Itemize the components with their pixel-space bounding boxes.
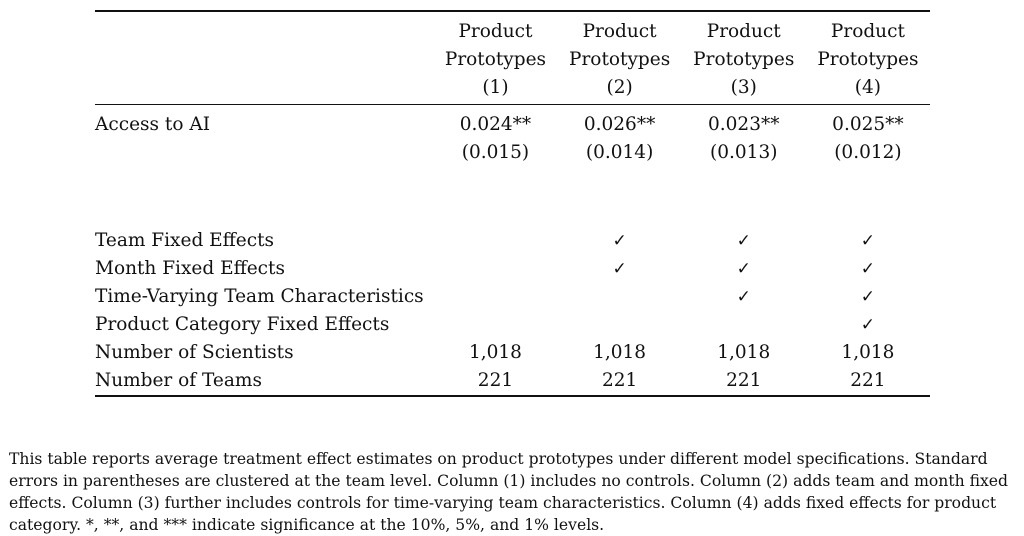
bottom-rule bbox=[95, 395, 930, 398]
column-number: (4) bbox=[854, 77, 882, 98]
table-row: (0.015) (0.014) (0.013) (0.012) bbox=[95, 139, 930, 167]
table-cell: 221 bbox=[850, 370, 886, 391]
coefficient-estimate: 0.024** bbox=[459, 114, 532, 135]
table-cell: 221 bbox=[726, 370, 762, 391]
table-cell: 1,018 bbox=[717, 342, 771, 363]
row-label-blank bbox=[95, 139, 433, 167]
column-header-line1: Product bbox=[458, 21, 533, 42]
checkmark-icon: ✓ bbox=[860, 259, 876, 279]
regression-table-container: Product Prototypes (1) Product Prototype… bbox=[95, 10, 930, 398]
checkmark-icon bbox=[558, 283, 682, 311]
table-row: Time-Varying Team Characteristics ✓ ✓ bbox=[95, 283, 930, 311]
checkmark-icon bbox=[433, 311, 557, 339]
table-cell: 1,018 bbox=[468, 342, 522, 363]
checkmark-icon: ✓ bbox=[736, 231, 751, 251]
column-header-line2: Prototypes bbox=[817, 49, 919, 70]
table-cell: 1,018 bbox=[593, 342, 647, 363]
standard-error: (0.012) bbox=[834, 142, 902, 163]
table-row: Product Category Fixed Effects ✓ bbox=[95, 311, 930, 339]
table-row: Number of Teams 221 221 221 221 bbox=[95, 367, 930, 396]
table-cell: 221 bbox=[601, 370, 638, 391]
coefficient-estimate: 0.023** bbox=[708, 114, 780, 135]
column-number: (3) bbox=[730, 77, 757, 98]
row-label: Access to AI bbox=[95, 114, 211, 135]
column-header-row: Product Prototypes (1) Product Prototype… bbox=[95, 12, 930, 105]
column-header-line1: Product bbox=[706, 21, 781, 42]
standard-error: (0.013) bbox=[710, 142, 778, 163]
table-cell: 221 bbox=[477, 370, 514, 391]
coefficient-estimate: 0.026** bbox=[583, 114, 656, 135]
table-row: Team Fixed Effects ✓ ✓ ✓ bbox=[95, 227, 930, 255]
table-note: This table reports average treatment eff… bbox=[9, 449, 1008, 534]
column-header: Product Prototypes (4) bbox=[806, 12, 930, 105]
checkmark-icon bbox=[558, 311, 682, 339]
checkmark-icon: ✓ bbox=[860, 231, 876, 251]
table-spacer bbox=[95, 167, 930, 227]
column-header-line2: Prototypes bbox=[569, 49, 671, 70]
column-header-line1: Product bbox=[582, 21, 657, 42]
column-header-line1: Product bbox=[830, 21, 905, 42]
checkmark-icon bbox=[433, 283, 557, 311]
row-label: Time-Varying Team Characteristics bbox=[95, 286, 424, 307]
row-label: Number of Scientists bbox=[95, 342, 294, 363]
row-label: Number of Teams bbox=[95, 370, 262, 391]
column-header: Product Prototypes (2) bbox=[558, 12, 682, 105]
coefficient-estimate: 0.025** bbox=[832, 114, 904, 135]
table-row: Access to AI 0.024** 0.026** 0.023** 0.0… bbox=[95, 105, 930, 139]
row-label: Team Fixed Effects bbox=[95, 230, 275, 251]
header-blank-cell bbox=[95, 12, 433, 105]
row-label: Product Category Fixed Effects bbox=[95, 314, 390, 335]
row-label: Month Fixed Effects bbox=[95, 258, 285, 279]
column-header-line2: Prototypes bbox=[444, 49, 547, 70]
regression-table: Product Prototypes (1) Product Prototype… bbox=[95, 10, 930, 398]
table-cell: 1,018 bbox=[841, 342, 895, 363]
checkmark-icon bbox=[433, 255, 557, 283]
standard-error: (0.014) bbox=[585, 142, 654, 163]
checkmark-icon: ✓ bbox=[736, 259, 751, 279]
column-number: (1) bbox=[482, 77, 509, 98]
standard-error: (0.015) bbox=[461, 142, 530, 163]
column-header: Product Prototypes (1) bbox=[433, 12, 557, 105]
checkmark-icon: ✓ bbox=[612, 259, 627, 279]
column-header: Product Prototypes (3) bbox=[682, 12, 806, 105]
checkmark-icon: ✓ bbox=[860, 315, 876, 335]
column-header-line2: Prototypes bbox=[693, 49, 795, 70]
checkmark-icon bbox=[433, 227, 557, 255]
table-row: Month Fixed Effects ✓ ✓ ✓ bbox=[95, 255, 930, 283]
column-number: (2) bbox=[606, 77, 633, 98]
table-row: Number of Scientists 1,018 1,018 1,018 1… bbox=[95, 339, 930, 367]
checkmark-icon: ✓ bbox=[860, 287, 876, 307]
checkmark-icon: ✓ bbox=[736, 287, 751, 307]
checkmark-icon bbox=[682, 311, 806, 339]
checkmark-icon: ✓ bbox=[612, 231, 627, 251]
header-rule bbox=[95, 104, 930, 105]
